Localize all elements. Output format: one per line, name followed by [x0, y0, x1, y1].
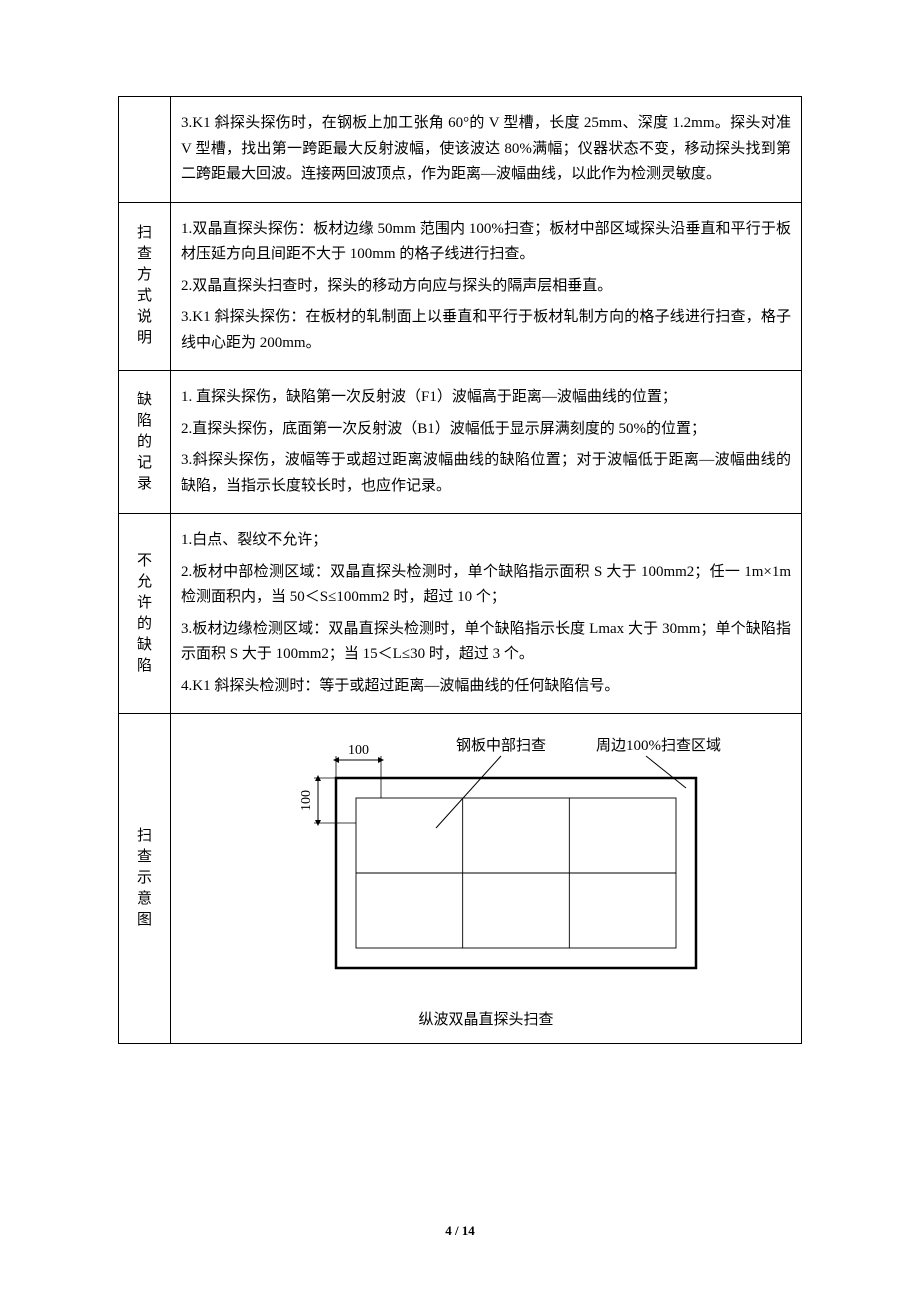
row-label-char: 的 — [129, 432, 160, 453]
paragraph: 3.斜探头探伤，波幅等于或超过距离波幅曲线的缺陷位置；对于波幅低于距离—波幅曲线… — [181, 448, 791, 499]
leader-edge — [646, 756, 686, 788]
table-row: 不允许的缺陷 1.白点、裂纹不允许； 2.板材中部检测区域：双晶直探头检测时，单个缺… — [119, 514, 802, 714]
row-label-char: 缺 — [129, 390, 160, 411]
paragraph: 1.双晶直探头探伤：板材边缘 50mm 范围内 100%扫查；板材中部区域探头沿… — [181, 217, 791, 268]
row-label-char: 说 — [129, 307, 160, 328]
row-label-char: 缺 — [129, 635, 160, 656]
diagram-wrap: 钢板中部扫查 周边100%扫查区域 100 100 — [226, 728, 746, 988]
label-center-scan: 钢板中部扫查 — [456, 736, 546, 754]
row-label-char: 意 — [129, 889, 160, 910]
row-label: 不允许的缺陷 — [119, 514, 171, 714]
row-label-char: 方 — [129, 265, 160, 286]
paragraph: 3.K1 斜探头探伤：在板材的轧制面上以垂直和平行于板材轧制方向的格子线进行扫查… — [181, 305, 791, 356]
row-content: 1.双晶直探头探伤：板材边缘 50mm 范围内 100%扫查；板材中部区域探头沿… — [171, 202, 802, 371]
row-label-char: 陷 — [129, 411, 160, 432]
row-label: 扫查示意图 — [119, 714, 171, 1044]
row-content: 3.K1 斜探头探伤时，在钢板上加工张角 60°的 V 型槽，长度 25mm、深… — [171, 97, 802, 203]
paragraph: 2.板材中部检测区域：双晶直探头检测时，单个缺陷指示面积 S 大于 100mm2… — [181, 560, 791, 611]
page: 3.K1 斜探头探伤时，在钢板上加工张角 60°的 V 型槽，长度 25mm、深… — [0, 0, 920, 1302]
row-label-char: 允 — [129, 572, 160, 593]
table-row: 缺陷的记录1. 直探头探伤，缺陷第一次反射波（F1）波幅高于距离—波幅曲线的位置… — [119, 371, 802, 514]
row-label — [119, 97, 171, 203]
paragraph: 1.白点、裂纹不允许； — [181, 528, 791, 554]
paragraph: 3.K1 斜探头探伤时，在钢板上加工张角 60°的 V 型槽，长度 25mm、深… — [181, 111, 791, 188]
spec-table: 3.K1 斜探头探伤时，在钢板上加工张角 60°的 V 型槽，长度 25mm、深… — [118, 96, 802, 1044]
row-label-char: 的 — [129, 614, 160, 635]
row-label-char: 许 — [129, 593, 160, 614]
paragraph: 2.双晶直探头扫查时，探头的移动方向应与探头的隔声层相垂直。 — [181, 274, 791, 300]
table-body: 3.K1 斜探头探伤时，在钢板上加工张角 60°的 V 型槽，长度 25mm、深… — [119, 97, 802, 1044]
row-label-char: 查 — [129, 847, 160, 868]
row-label-char: 不 — [129, 551, 160, 572]
row-label-char: 式 — [129, 286, 160, 307]
paragraph: 2.直探头探伤，底面第一次反射波（B1）波幅低于显示屏满刻度的 50%的位置； — [181, 417, 791, 443]
row-label-char: 扫 — [129, 826, 160, 847]
row-label-char: 示 — [129, 868, 160, 889]
diagram-cell: 钢板中部扫查 周边100%扫查区域 100 100 纵波双晶直探头扫查 — [171, 714, 802, 1044]
dim-h-label: 100 — [348, 743, 369, 758]
page-number: 4 / 14 — [0, 1220, 920, 1242]
leader-center — [436, 756, 501, 828]
table-row: 扫查示意图 钢板中部扫查 周边100%扫查区域 100 100 纵波双晶直探头扫… — [119, 714, 802, 1044]
row-label-char: 明 — [129, 328, 160, 349]
scan-diagram: 钢板中部扫查 周边100%扫查区域 100 100 — [226, 728, 746, 988]
row-label-char: 图 — [129, 910, 160, 931]
table-row: 3.K1 斜探头探伤时，在钢板上加工张角 60°的 V 型槽，长度 25mm、深… — [119, 97, 802, 203]
paragraph: 3.板材边缘检测区域：双晶直探头检测时，单个缺陷指示长度 Lmax 大于 30m… — [181, 617, 791, 668]
row-label-char: 扫 — [129, 223, 160, 244]
row-label: 扫查方式说明 — [119, 202, 171, 371]
row-content: 1.白点、裂纹不允许； 2.板材中部检测区域：双晶直探头检测时，单个缺陷指示面积 … — [171, 514, 802, 714]
row-content: 1. 直探头探伤，缺陷第一次反射波（F1）波幅高于距离—波幅曲线的位置； 2.直探… — [171, 371, 802, 514]
row-label-char: 记 — [129, 453, 160, 474]
paragraph: 4.K1 斜探头检测时：等于或超过距离—波幅曲线的任何缺陷信号。 — [181, 674, 791, 700]
label-edge-scan: 周边100%扫查区域 — [596, 737, 721, 754]
row-label-char: 录 — [129, 474, 160, 495]
row-label-char: 查 — [129, 244, 160, 265]
row-label-char: 陷 — [129, 656, 160, 677]
table-row: 扫查方式说明1.双晶直探头探伤：板材边缘 50mm 范围内 100%扫查；板材中… — [119, 202, 802, 371]
paragraph: 1. 直探头探伤，缺陷第一次反射波（F1）波幅高于距离—波幅曲线的位置； — [181, 385, 791, 411]
row-label: 缺陷的记录 — [119, 371, 171, 514]
diagram-caption: 纵波双晶直探头扫查 — [181, 1008, 791, 1034]
dim-v-label: 100 — [299, 790, 314, 811]
